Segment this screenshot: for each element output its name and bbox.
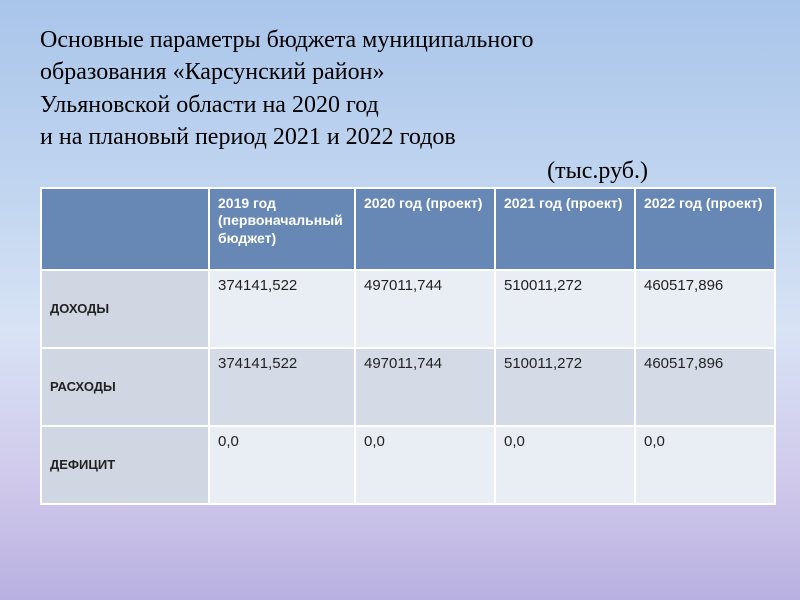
page-title: Основные параметры бюджета муниципальног…	[40, 24, 768, 154]
table-header	[41, 188, 209, 270]
table-header: 2022 год (проект)	[635, 188, 775, 270]
budget-table: 2019 год (первоначальный бюджет) 2020 го…	[40, 187, 776, 505]
cell: 497011,744	[355, 348, 495, 426]
cell: 374141,522	[209, 348, 355, 426]
table-row: РАСХОДЫ 374141,522 497011,744 510011,272…	[41, 348, 775, 426]
unit-label: (тыс.руб.)	[40, 158, 768, 185]
row-label: ДОХОДЫ	[41, 270, 209, 348]
table-header: 2019 год (первоначальный бюджет)	[209, 188, 355, 270]
table-row: ДЕФИЦИТ 0,0 0,0 0,0 0,0	[41, 426, 775, 504]
title-line: и на плановый период 2021 и 2022 годов	[40, 124, 456, 150]
table-header: 2021 год (проект)	[495, 188, 635, 270]
table-header: 2020 год (проект)	[355, 188, 495, 270]
title-line: Ульяновской области на 2020 год	[40, 92, 379, 118]
row-label: РАСХОДЫ	[41, 348, 209, 426]
cell: 460517,896	[635, 348, 775, 426]
title-line: Основные параметры бюджета муниципальног…	[40, 27, 533, 53]
cell: 0,0	[355, 426, 495, 504]
cell: 0,0	[495, 426, 635, 504]
cell: 374141,522	[209, 270, 355, 348]
cell: 497011,744	[355, 270, 495, 348]
row-label: ДЕФИЦИТ	[41, 426, 209, 504]
cell: 510011,272	[495, 270, 635, 348]
table-header-row: 2019 год (первоначальный бюджет) 2020 го…	[41, 188, 775, 270]
cell: 460517,896	[635, 270, 775, 348]
title-line: образования «Карсунский район»	[40, 59, 384, 85]
cell: 0,0	[635, 426, 775, 504]
cell: 0,0	[209, 426, 355, 504]
table-row: ДОХОДЫ 374141,522 497011,744 510011,272 …	[41, 270, 775, 348]
cell: 510011,272	[495, 348, 635, 426]
